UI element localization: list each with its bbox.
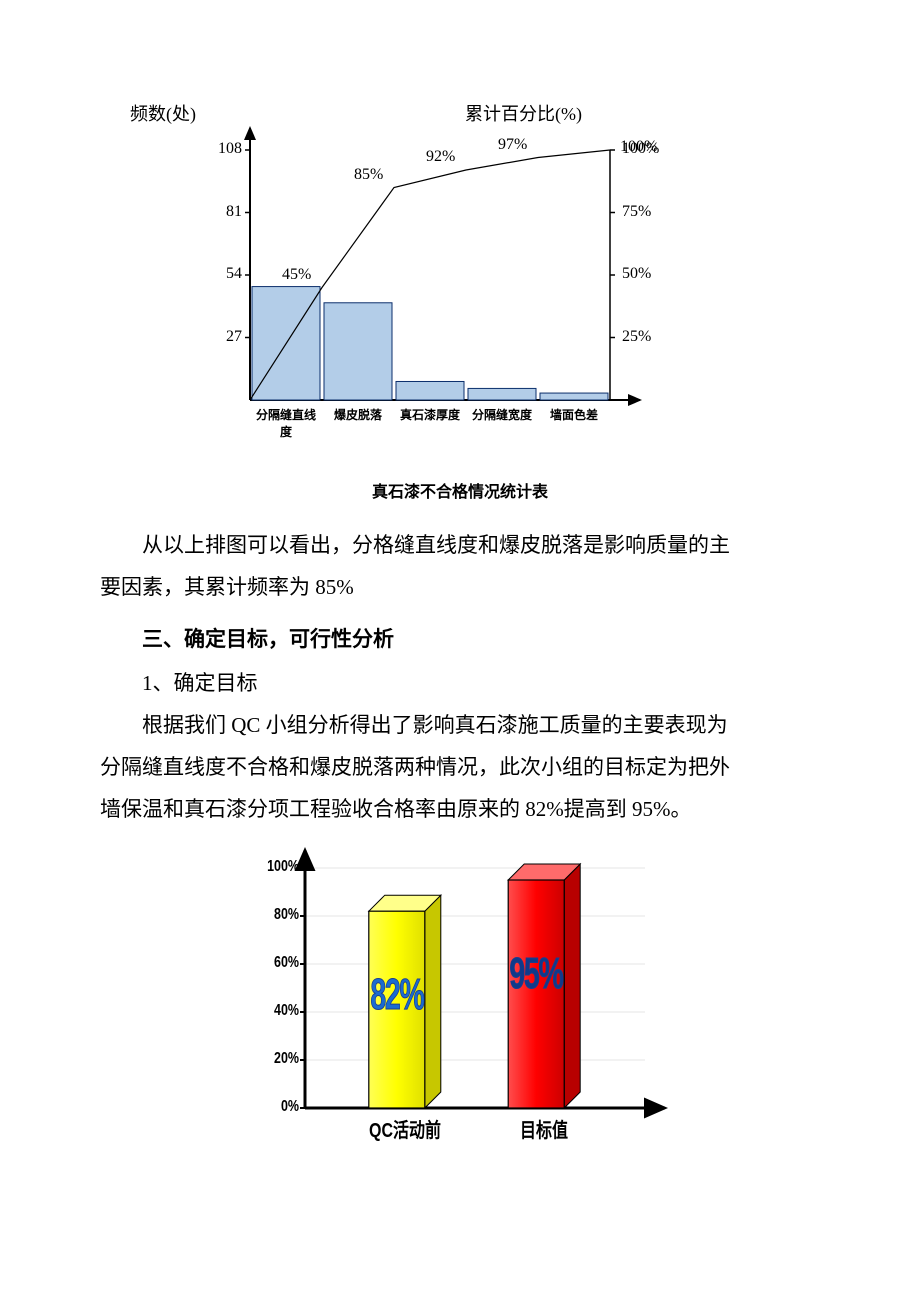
pareto-ytick-right: 75% (622, 203, 651, 221)
section-heading-3: 三、确定目标，可行性分析 (100, 616, 820, 662)
document-page: 频数(处) 累计百分比(%) 275481108 25%50%75%100% 分… (0, 0, 920, 1302)
paragraph-1-line-2: 要因素，其累计频率为 85% (100, 566, 820, 608)
pareto-ytick-right: 25% (622, 328, 651, 346)
target-plot-svg (245, 840, 675, 1140)
pareto-xtick: 分隔缝直线度 (251, 406, 321, 440)
pareto-xtick: 真石漆厚度 (395, 406, 465, 423)
target-bar-value: 82% (361, 970, 433, 1020)
paragraph-2-line-2: 分隔缝直线度不合格和爆皮脱落两种情况，此次小组的目标定为把外 (100, 746, 820, 788)
paragraph-2-line-1: 根据我们 QC 小组分析得出了影响真石漆施工质量的主要表现为 (100, 704, 820, 746)
subhead-1: 1、确定目标 (100, 662, 820, 704)
pareto-xtick: 爆皮脱落 (323, 406, 393, 423)
pareto-cum-pct-label: 45% (282, 266, 311, 284)
paragraph-1-line-1: 从以上排图可以看出，分格缝直线度和爆皮脱落是影响质量的主 (100, 524, 820, 566)
target-ytick: 40% (265, 1002, 299, 1020)
pareto-title: 真石漆不合格情况统计表 (100, 478, 820, 502)
pareto-ytick-left: 54 (202, 265, 242, 283)
paragraph-2-line-3: 墙保温和真石漆分项工程验收合格率由原来的 82%提高到 95%。 (100, 788, 820, 830)
target-ytick: 100% (265, 858, 299, 876)
target-xtick: QC活动前 (357, 1114, 453, 1143)
pareto-cum-pct-label: 100% (620, 138, 657, 156)
target-ytick: 20% (265, 1050, 299, 1068)
target-bar-chart: 0% 20% 40% 60% 80% 100% QC活动前 目标值 82% 95% (245, 840, 675, 1160)
pareto-ytick-left: 27 (202, 328, 242, 346)
target-xtick: 目标值 (496, 1114, 592, 1143)
pareto-ytick-right: 50% (622, 265, 651, 283)
pareto-xtick: 分隔缝宽度 (467, 406, 537, 423)
target-ytick: 0% (265, 1098, 299, 1116)
pareto-chart: 频数(处) 累计百分比(%) 275481108 25%50%75%100% 分… (130, 100, 820, 460)
pareto-ytick-left: 108 (202, 140, 242, 158)
pareto-cum-pct-label: 85% (354, 166, 383, 184)
target-ytick: 80% (265, 906, 299, 924)
pareto-cum-pct-label: 97% (498, 136, 527, 154)
target-bar-value: 95% (500, 949, 572, 999)
target-ytick: 60% (265, 954, 299, 972)
pareto-xtick: 墙面色差 (539, 406, 609, 423)
pareto-cum-pct-label: 92% (426, 148, 455, 166)
pareto-ytick-left: 81 (202, 203, 242, 221)
